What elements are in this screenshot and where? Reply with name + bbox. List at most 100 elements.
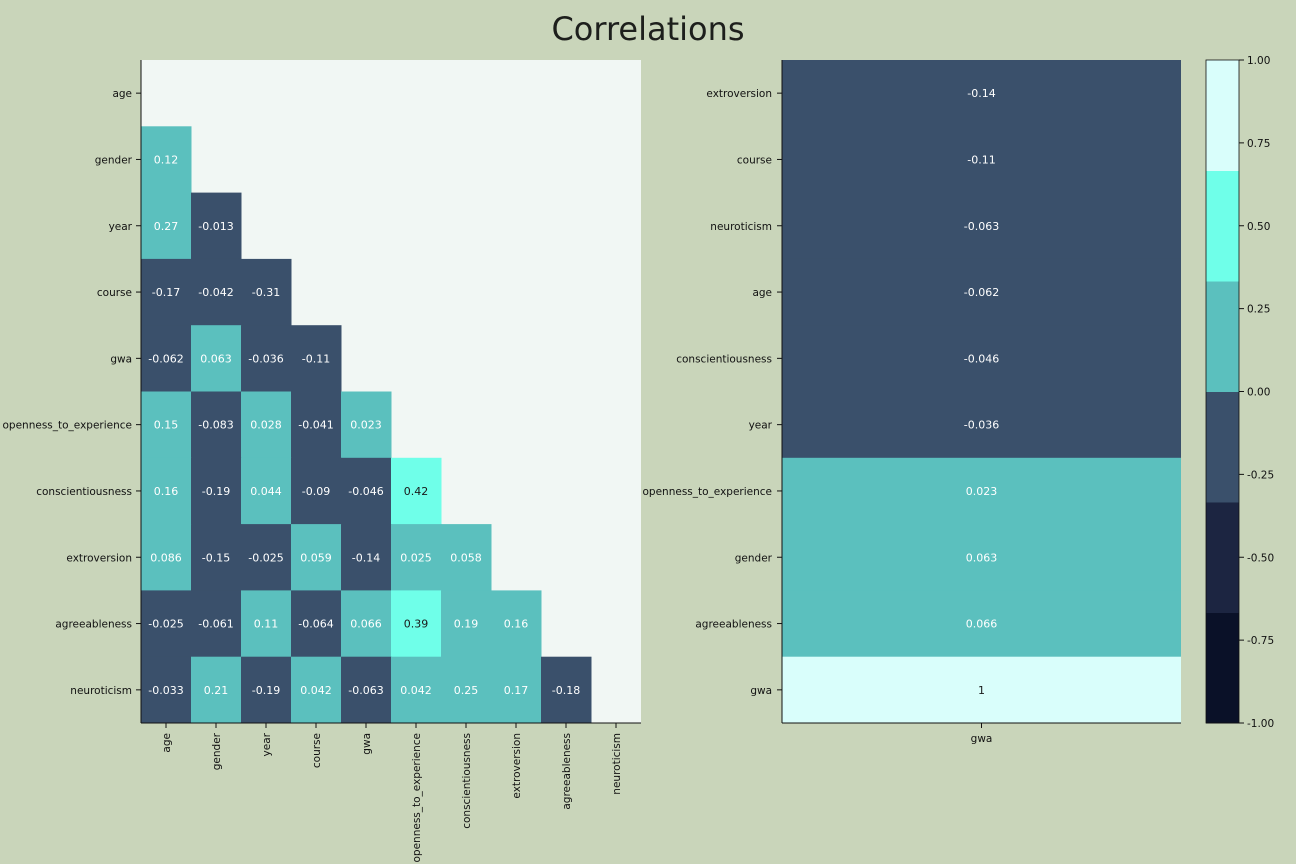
heatmap-cell — [782, 60, 1181, 127]
heatmap-cell — [141, 590, 192, 658]
cell-value-label: -0.11 — [967, 153, 995, 166]
heatmap-cell — [141, 391, 192, 459]
cell-value-label: 0.15 — [154, 419, 179, 432]
cell-value-label: -0.19 — [202, 485, 230, 498]
heatmap-cell — [291, 391, 342, 459]
heatmap-cell — [191, 524, 242, 591]
colorbar-tick-label: 0.75 — [1247, 138, 1270, 150]
colorbar: 1.00 0.75 0.50 0.25 0.00 -0.25 -0.50 -0.75 -1.00 — [1205, 55, 1274, 730]
cell-value-label: 0.21 — [204, 684, 229, 697]
heatmap-cell — [441, 524, 492, 591]
heatmap-cell — [782, 590, 1181, 658]
cell-value-label: 0.11 — [254, 618, 279, 631]
cell-value-label: -0.11 — [302, 352, 330, 365]
cell-value-label: 0.042 — [400, 684, 432, 697]
heatmap-cell — [782, 391, 1181, 459]
heatmap-cell — [491, 590, 542, 658]
cell-value-label: 0.044 — [250, 485, 282, 498]
cell-value-label: -0.041 — [298, 419, 333, 432]
cell-value-label: -0.14 — [352, 551, 380, 564]
left-heatmap: 0.12 0.27 -0.013 -0.17 -0.042 -0.31 -0.062 0.06… — [3, 60, 641, 863]
y-tick-label: conscientiousness — [676, 353, 772, 365]
x-tick-label: gwa — [361, 733, 373, 755]
heatmap-cell — [491, 656, 542, 724]
cell-value-label: -0.17 — [152, 286, 180, 299]
x-tick-label: conscientiousness — [461, 733, 473, 829]
cell-value-label: 0.086 — [150, 551, 182, 564]
cell-value-label: -0.025 — [148, 618, 183, 631]
cell-value-label: -0.083 — [198, 419, 233, 432]
cell-value-label: -0.062 — [964, 286, 999, 299]
y-tick-label: course — [97, 287, 132, 299]
cell-value-label: -0.013 — [198, 220, 233, 233]
heatmap-cell — [191, 192, 242, 260]
cell-value-label: -0.046 — [348, 485, 383, 498]
cell-value-label: -0.063 — [348, 684, 383, 697]
heatmap-cell — [191, 590, 242, 658]
x-tick-label: year — [261, 732, 273, 756]
heatmap-cell — [782, 258, 1181, 326]
y-tick-label: neuroticism — [710, 221, 772, 233]
right-heatmap: -0.14 extroversion -0.11 course -0.063 neurot… — [643, 60, 1181, 745]
y-tick-label: conscientiousness — [36, 486, 132, 498]
heatmap-cell — [141, 258, 192, 326]
heatmap-cell — [241, 524, 292, 591]
cell-value-label: 0.059 — [300, 551, 332, 564]
heatmap-cell — [191, 457, 242, 525]
y-tick-label: openness_to_experience — [643, 486, 773, 498]
cell-value-label: 0.023 — [966, 485, 998, 498]
cell-value-label: 0.042 — [300, 684, 332, 697]
cell-value-label: 0.066 — [966, 618, 998, 631]
cell-value-label: -0.046 — [964, 352, 999, 365]
heatmap-cell — [241, 258, 292, 326]
colorbar-segment — [1206, 170, 1239, 282]
cell-value-label: -0.036 — [964, 419, 999, 432]
colorbar-tick-label: -0.25 — [1247, 469, 1274, 481]
y-tick-label: gwa — [110, 353, 132, 365]
heatmap-cell — [241, 325, 292, 392]
cell-value-label: 1 — [978, 684, 985, 697]
heatmap-cell — [441, 590, 492, 658]
colorbar-tick-label: 0.50 — [1247, 221, 1270, 233]
colorbar-segment — [1206, 391, 1239, 503]
cell-value-label: -0.19 — [252, 684, 280, 697]
heatmap-cell — [141, 192, 192, 260]
cell-value-label: -0.09 — [302, 485, 330, 498]
cell-value-label: 0.16 — [504, 618, 529, 631]
y-tick-label: gwa — [750, 685, 772, 697]
heatmap-cell — [141, 325, 192, 392]
y-tick-label: agreeableness — [695, 619, 772, 631]
y-tick-label: year — [749, 420, 773, 432]
y-tick-label: extroversion — [706, 88, 772, 100]
y-tick-label: openness_to_experience — [3, 420, 133, 432]
y-tick-label: extroversion — [66, 552, 132, 564]
heatmap-cell — [141, 457, 192, 525]
heatmap-cell — [241, 457, 292, 525]
heatmap-cell — [782, 656, 1181, 724]
y-tick-label: age — [112, 88, 132, 100]
heatmap-cell — [241, 391, 292, 459]
cell-value-label: 0.42 — [404, 485, 429, 498]
colorbar-segment — [1206, 281, 1239, 392]
cell-value-label: -0.15 — [202, 551, 230, 564]
x-tick-label: course — [311, 733, 323, 768]
x-tick-label: gender — [211, 732, 223, 770]
y-tick-label: age — [752, 287, 772, 299]
cell-value-label: 0.066 — [350, 618, 382, 631]
heatmap-cell — [341, 590, 392, 658]
heatmap-cell — [141, 524, 192, 591]
heatmap-cell — [141, 126, 192, 194]
heatmap-cell — [391, 590, 442, 658]
colorbar-tick-label: -0.75 — [1247, 635, 1274, 647]
x-tick-label: gwa — [971, 733, 993, 745]
colorbar-tick-label: 0.25 — [1247, 304, 1270, 316]
heatmap-cell — [291, 656, 342, 724]
heatmap-cell — [391, 656, 442, 724]
y-tick-label: gender — [95, 154, 133, 166]
cell-value-label: -0.062 — [148, 352, 183, 365]
cell-value-label: 0.16 — [154, 485, 179, 498]
cell-value-label: -0.033 — [148, 684, 183, 697]
cell-value-label: -0.063 — [964, 220, 999, 233]
heatmap-cell — [441, 656, 492, 724]
colorbar-segment — [1206, 612, 1239, 724]
